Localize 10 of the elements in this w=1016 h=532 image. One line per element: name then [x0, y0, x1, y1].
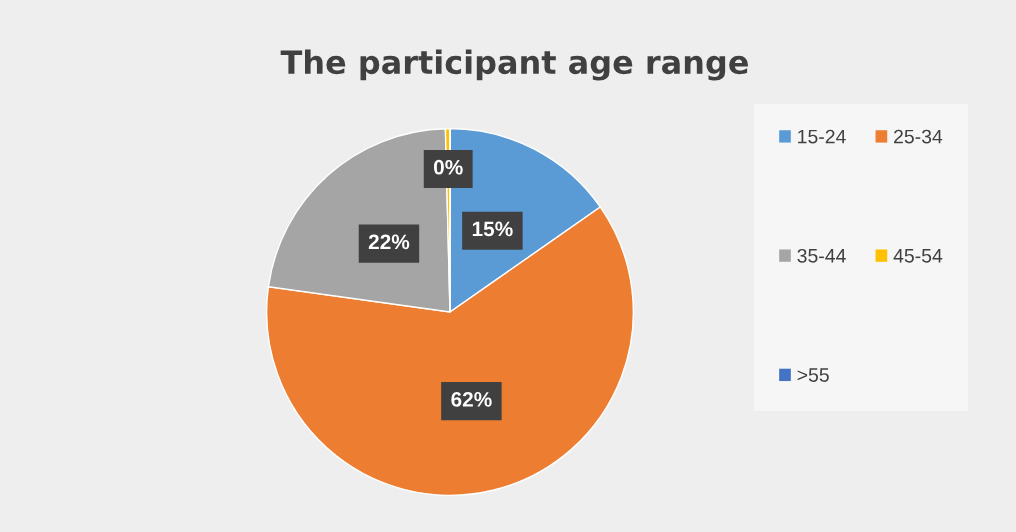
data-label: 22%: [368, 234, 410, 250]
legend-label: 45-54: [893, 249, 943, 263]
legend-label: 35-44: [797, 248, 846, 263]
data-label: 62%: [451, 391, 492, 407]
legend-label: 15-24: [798, 129, 846, 144]
legend-label: >55: [797, 368, 829, 382]
chart-title: The participant age range: [280, 49, 748, 81]
legend-label: 25-34: [894, 129, 943, 144]
data-label: 15%: [472, 221, 513, 237]
data-label: 0%: [433, 159, 463, 175]
